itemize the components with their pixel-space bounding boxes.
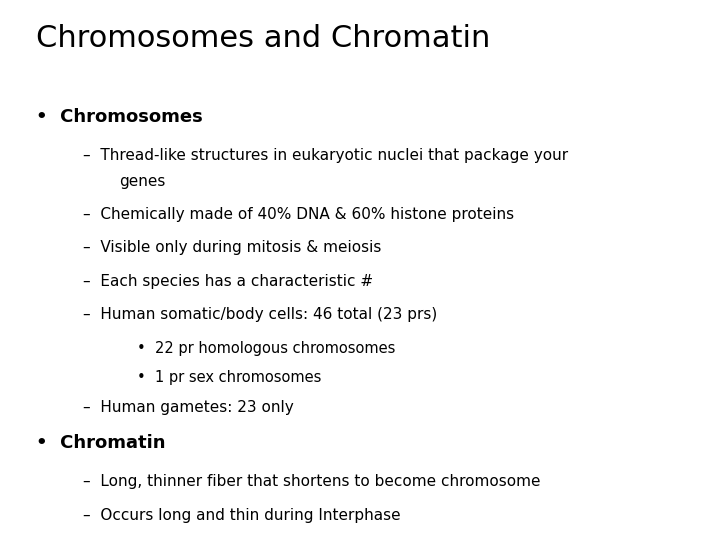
Text: –  Human somatic/body cells: 46 total (23 prs): – Human somatic/body cells: 46 total (23… xyxy=(83,307,437,322)
Text: Chromosomes and Chromatin: Chromosomes and Chromatin xyxy=(36,24,490,53)
Text: –  Occurs long and thin during Interphase: – Occurs long and thin during Interphase xyxy=(83,508,400,523)
Text: •  Chromosomes: • Chromosomes xyxy=(36,108,203,126)
Text: –  Thread-like structures in eukaryotic nuclei that package your: – Thread-like structures in eukaryotic n… xyxy=(83,148,568,164)
Text: •  Chromatin: • Chromatin xyxy=(36,434,166,451)
Text: –  Human gametes: 23 only: – Human gametes: 23 only xyxy=(83,400,294,415)
Text: –  Visible only during mitosis & meiosis: – Visible only during mitosis & meiosis xyxy=(83,240,381,255)
Text: –  Long, thinner fiber that shortens to become chromosome: – Long, thinner fiber that shortens to b… xyxy=(83,474,540,489)
Text: •  22 pr homologous chromosomes: • 22 pr homologous chromosomes xyxy=(137,341,395,356)
Text: •  1 pr sex chromosomes: • 1 pr sex chromosomes xyxy=(137,370,321,386)
Text: –  Chemically made of 40% DNA & 60% histone proteins: – Chemically made of 40% DNA & 60% histo… xyxy=(83,207,514,222)
Text: –  Each species has a characteristic #: – Each species has a characteristic # xyxy=(83,274,373,289)
Text: genes: genes xyxy=(119,174,165,190)
